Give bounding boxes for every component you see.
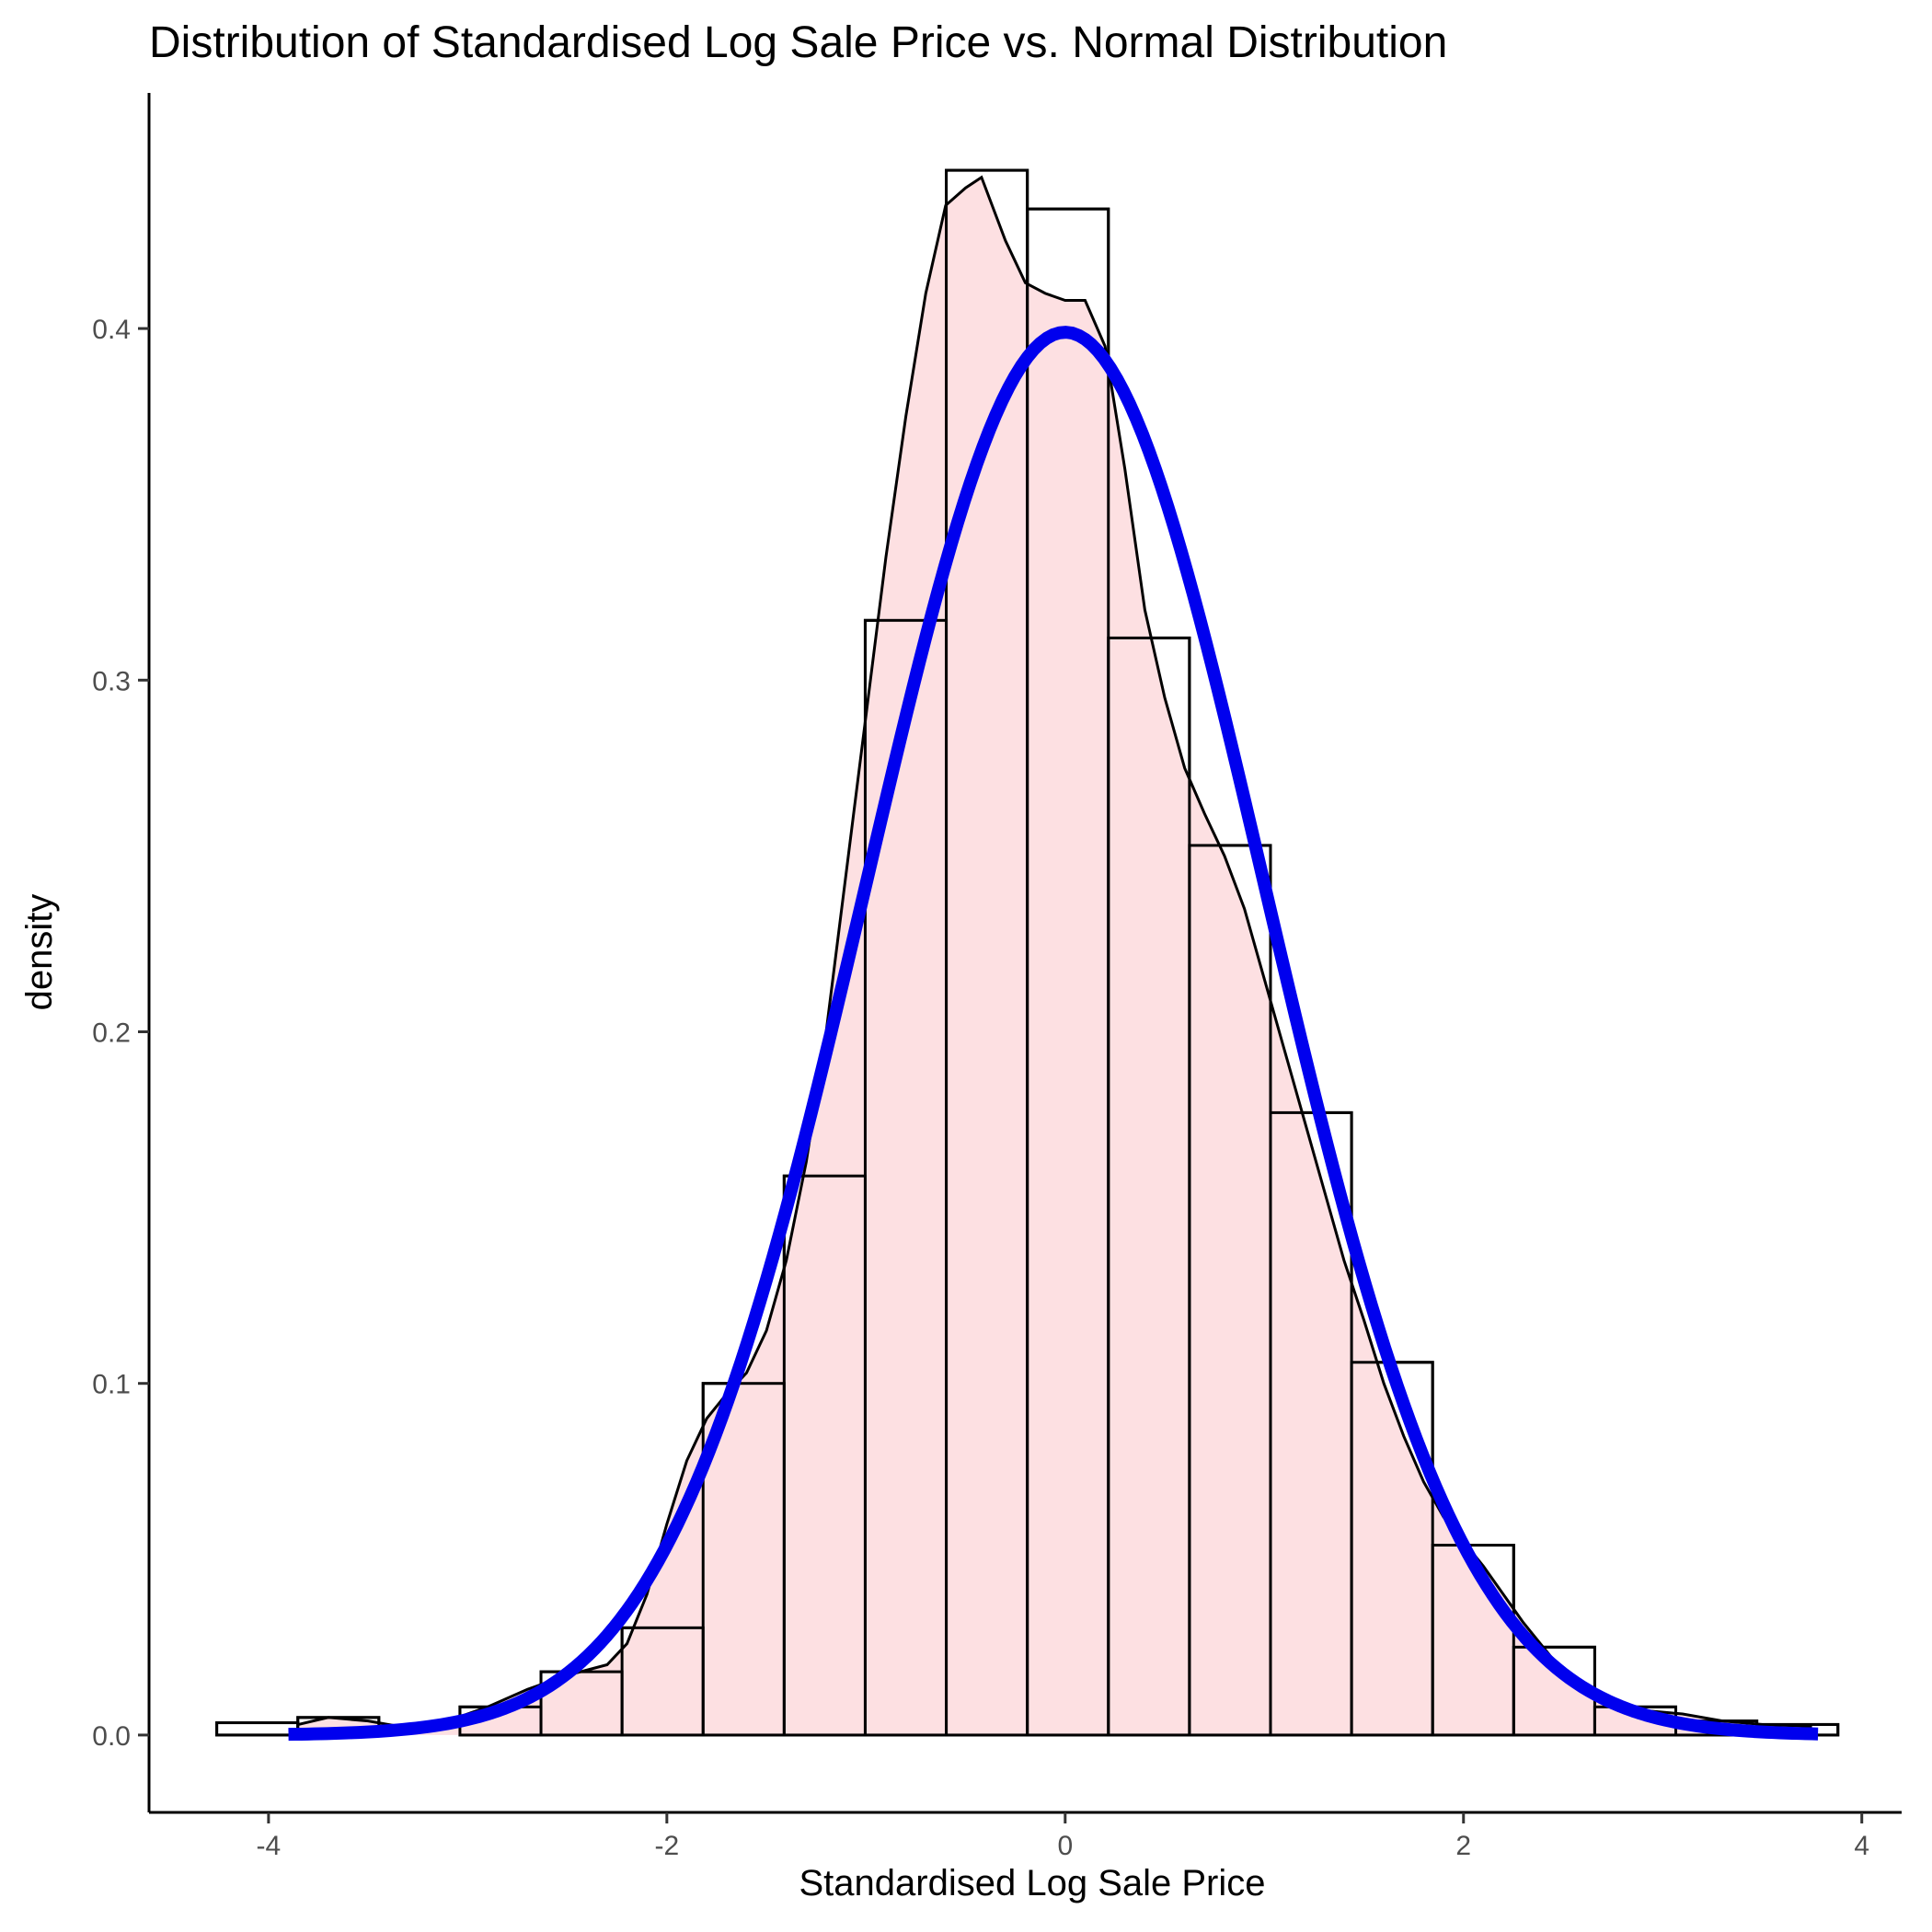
density-area — [298, 177, 1812, 1735]
x-ticks: -4 -2 0 2 4 — [257, 1812, 1869, 1861]
histogram-bar-outline — [215, 1721, 300, 1737]
histogram-bar-outline — [1431, 1544, 1515, 1737]
x-tick-label: -4 — [257, 1831, 282, 1861]
histogram-bar — [215, 1721, 300, 1737]
y-ticks: 0.0 0.1 0.2 0.3 0.4 — [92, 315, 149, 1752]
x-tick-label: -2 — [654, 1831, 679, 1861]
normal-curve — [288, 326, 1819, 1742]
x-tick-label: 2 — [1455, 1831, 1471, 1861]
chart-title: Distribution of Standardised Log Sale Pr… — [149, 18, 1447, 67]
y-axis-title: density — [19, 894, 60, 1011]
x-tick-label: 4 — [1854, 1831, 1869, 1861]
plot-area — [215, 168, 1840, 1742]
y-tick-label: 0.4 — [92, 315, 131, 345]
x-tick-label: 0 — [1057, 1831, 1073, 1861]
y-tick-label: 0.3 — [92, 666, 131, 696]
x-axis-title: Standardised Log Sale Price — [799, 1863, 1266, 1903]
y-tick-label: 0.1 — [92, 1370, 131, 1400]
y-tick-label: 0.0 — [92, 1721, 131, 1752]
y-tick-label: 0.2 — [92, 1018, 131, 1048]
